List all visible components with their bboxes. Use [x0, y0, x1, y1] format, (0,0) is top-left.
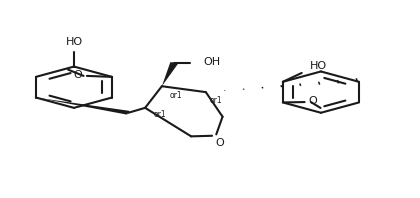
Polygon shape [162, 62, 178, 86]
Text: or1: or1 [153, 110, 166, 119]
Text: HO: HO [66, 37, 82, 47]
Text: HO: HO [310, 61, 327, 71]
Text: or1: or1 [169, 90, 182, 100]
Text: or1: or1 [209, 96, 222, 105]
Polygon shape [36, 98, 130, 115]
Text: OH: OH [204, 57, 221, 67]
Text: O: O [308, 96, 317, 107]
Text: O: O [73, 70, 82, 80]
Text: O: O [215, 138, 224, 148]
